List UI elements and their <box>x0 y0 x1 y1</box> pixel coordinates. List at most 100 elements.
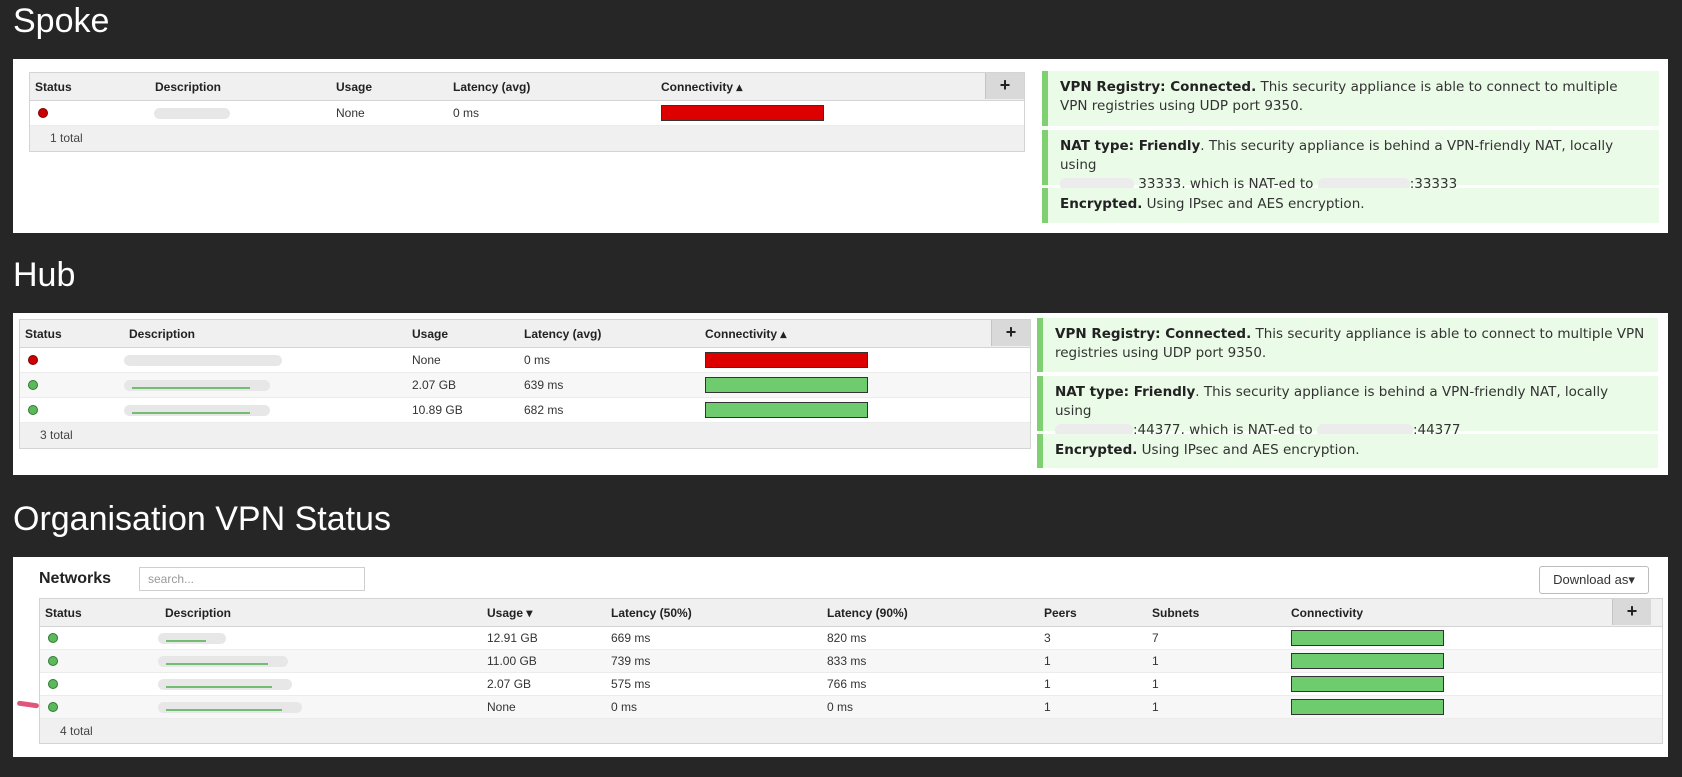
latency-90-cell: 766 ms <box>827 677 867 691</box>
org-panel: Networks Download as▾ Status Description… <box>13 557 1668 757</box>
subnets-cell: 1 <box>1152 654 1159 668</box>
spoke-panel: Status Description Usage Latency (avg) C… <box>13 59 1668 233</box>
add-column-button[interactable]: + <box>985 73 1024 99</box>
col-status[interactable]: Status <box>45 606 82 620</box>
redacted-description <box>158 679 292 690</box>
col-description[interactable]: Description <box>155 80 222 94</box>
add-column-button[interactable]: + <box>1612 599 1651 625</box>
peers-cell: 1 <box>1044 654 1051 668</box>
connectivity-bar <box>705 377 868 393</box>
latency-cell: 639 ms <box>524 378 564 392</box>
redacted-description <box>124 380 270 391</box>
table-row[interactable]: None 0 ms 0 ms 1 1 <box>40 696 1662 719</box>
connectivity-bar <box>1291 630 1444 646</box>
usage-cell: 2.07 GB <box>487 677 532 691</box>
subnets-cell: 7 <box>1152 631 1159 645</box>
latency-cell: 682 ms <box>524 403 564 417</box>
spoke-heading: Spoke <box>13 2 110 40</box>
vpn-registry-message: VPN Registry: Connected. This security a… <box>1037 318 1658 372</box>
col-usage[interactable]: Usage <box>412 327 449 341</box>
connectivity-bar <box>1291 653 1444 669</box>
col-latency[interactable]: Latency (avg) <box>453 80 531 94</box>
vpn-registry-message: VPN Registry: Connected. This security a… <box>1042 71 1659 126</box>
col-connectivity[interactable]: Connectivity ▴ <box>661 80 743 94</box>
latency-90-cell: 820 ms <box>827 631 867 645</box>
col-usage[interactable]: Usage <box>336 80 373 94</box>
col-status[interactable]: Status <box>35 80 72 94</box>
table-row[interactable]: 12.91 GB 669 ms 820 ms 3 7 <box>40 627 1662 650</box>
col-peers[interactable]: Peers <box>1044 606 1077 620</box>
networks-table: Status Description Usage ▾ Latency (50%)… <box>39 598 1663 744</box>
connectivity-bar <box>661 105 824 121</box>
add-column-button[interactable]: + <box>991 320 1030 346</box>
usage-cell: 11.00 GB <box>487 654 537 668</box>
connectivity-bar <box>705 402 868 418</box>
peers-cell: 3 <box>1044 631 1051 645</box>
peers-cell: 1 <box>1044 677 1051 691</box>
col-connectivity[interactable]: Connectivity <box>1291 606 1364 620</box>
col-connectivity[interactable]: Connectivity ▴ <box>705 327 787 341</box>
status-dot-green <box>49 657 57 665</box>
latency-50-cell: 0 ms <box>611 700 638 714</box>
connectivity-bar <box>1291 676 1444 692</box>
col-latency-50[interactable]: Latency (50%) <box>611 606 692 620</box>
nat-type-message: NAT type: Friendly. This security applia… <box>1037 376 1658 438</box>
redacted-description <box>158 656 288 667</box>
status-dot-red <box>29 356 37 364</box>
redacted-description <box>158 633 226 644</box>
table-footer: 3 total <box>20 423 1030 448</box>
table-row[interactable]: 11.00 GB 739 ms 833 ms 1 1 <box>40 650 1662 673</box>
usage-cell: 10.89 GB <box>412 403 463 417</box>
peers-cell: 1 <box>1044 700 1051 714</box>
encryption-message: Encrypted. Using IPsec and AES encryptio… <box>1042 188 1659 223</box>
col-description[interactable]: Description <box>129 327 196 341</box>
hub-panel: Status Description Usage Latency (avg) C… <box>13 313 1668 475</box>
hub-peers-table: Status Description Usage Latency (avg) C… <box>19 319 1031 449</box>
search-input[interactable] <box>139 567 365 591</box>
col-subnets[interactable]: Subnets <box>1152 606 1200 620</box>
networks-title: Networks <box>39 570 112 587</box>
table-footer: 4 total <box>40 719 1662 743</box>
col-description[interactable]: Description <box>165 606 232 620</box>
org-heading: Organisation VPN Status <box>13 500 391 538</box>
col-status[interactable]: Status <box>25 327 62 341</box>
status-dot-green <box>49 680 57 688</box>
col-usage[interactable]: Usage ▾ <box>487 606 533 620</box>
col-latency-90[interactable]: Latency (90%) <box>827 606 908 620</box>
hub-heading: Hub <box>13 256 76 294</box>
table-row[interactable]: 2.07 GB 639 ms <box>20 373 1030 398</box>
total-count: 4 total <box>60 724 93 738</box>
nat-type-message: NAT type: Friendly. This security applia… <box>1042 130 1659 192</box>
latency-50-cell: 575 ms <box>611 677 651 691</box>
latency-50-cell: 669 ms <box>611 631 651 645</box>
usage-cell: None <box>336 106 365 120</box>
status-dot-green <box>29 381 37 389</box>
encryption-message: Encrypted. Using IPsec and AES encryptio… <box>1037 434 1658 468</box>
redacted-description <box>124 405 270 416</box>
subnets-cell: 1 <box>1152 677 1159 691</box>
redacted-ip <box>1060 177 1134 191</box>
spoke-peers-table: Status Description Usage Latency (avg) C… <box>29 72 1025 152</box>
latency-50-cell: 739 ms <box>611 654 651 668</box>
usage-cell: 12.91 GB <box>487 631 538 645</box>
table-row[interactable]: None 0 ms <box>30 101 1024 126</box>
status-dot-green <box>49 634 57 642</box>
download-as-button[interactable]: Download as▾ <box>1539 566 1649 594</box>
status-dot-red <box>39 109 47 117</box>
table-row[interactable]: None 0 ms <box>20 348 1030 373</box>
usage-cell: 2.07 GB <box>412 378 457 392</box>
subnets-cell: 1 <box>1152 700 1159 714</box>
latency-cell: 0 ms <box>524 353 551 367</box>
latency-cell: 0 ms <box>453 106 480 120</box>
table-header: Status Description Usage Latency (avg) C… <box>30 73 1024 101</box>
usage-cell: None <box>487 700 516 714</box>
table-footer: 1 total <box>30 126 1024 151</box>
redacted-description <box>154 108 230 119</box>
table-row[interactable]: 10.89 GB 682 ms <box>20 398 1030 423</box>
usage-cell: None <box>412 353 441 367</box>
redacted-ip <box>1316 423 1413 437</box>
table-header: Status Description Usage ▾ Latency (50%)… <box>40 599 1662 627</box>
table-row[interactable]: 2.07 GB 575 ms 766 ms 1 1 <box>40 673 1662 696</box>
total-count: 3 total <box>40 428 73 442</box>
col-latency[interactable]: Latency (avg) <box>524 327 602 341</box>
